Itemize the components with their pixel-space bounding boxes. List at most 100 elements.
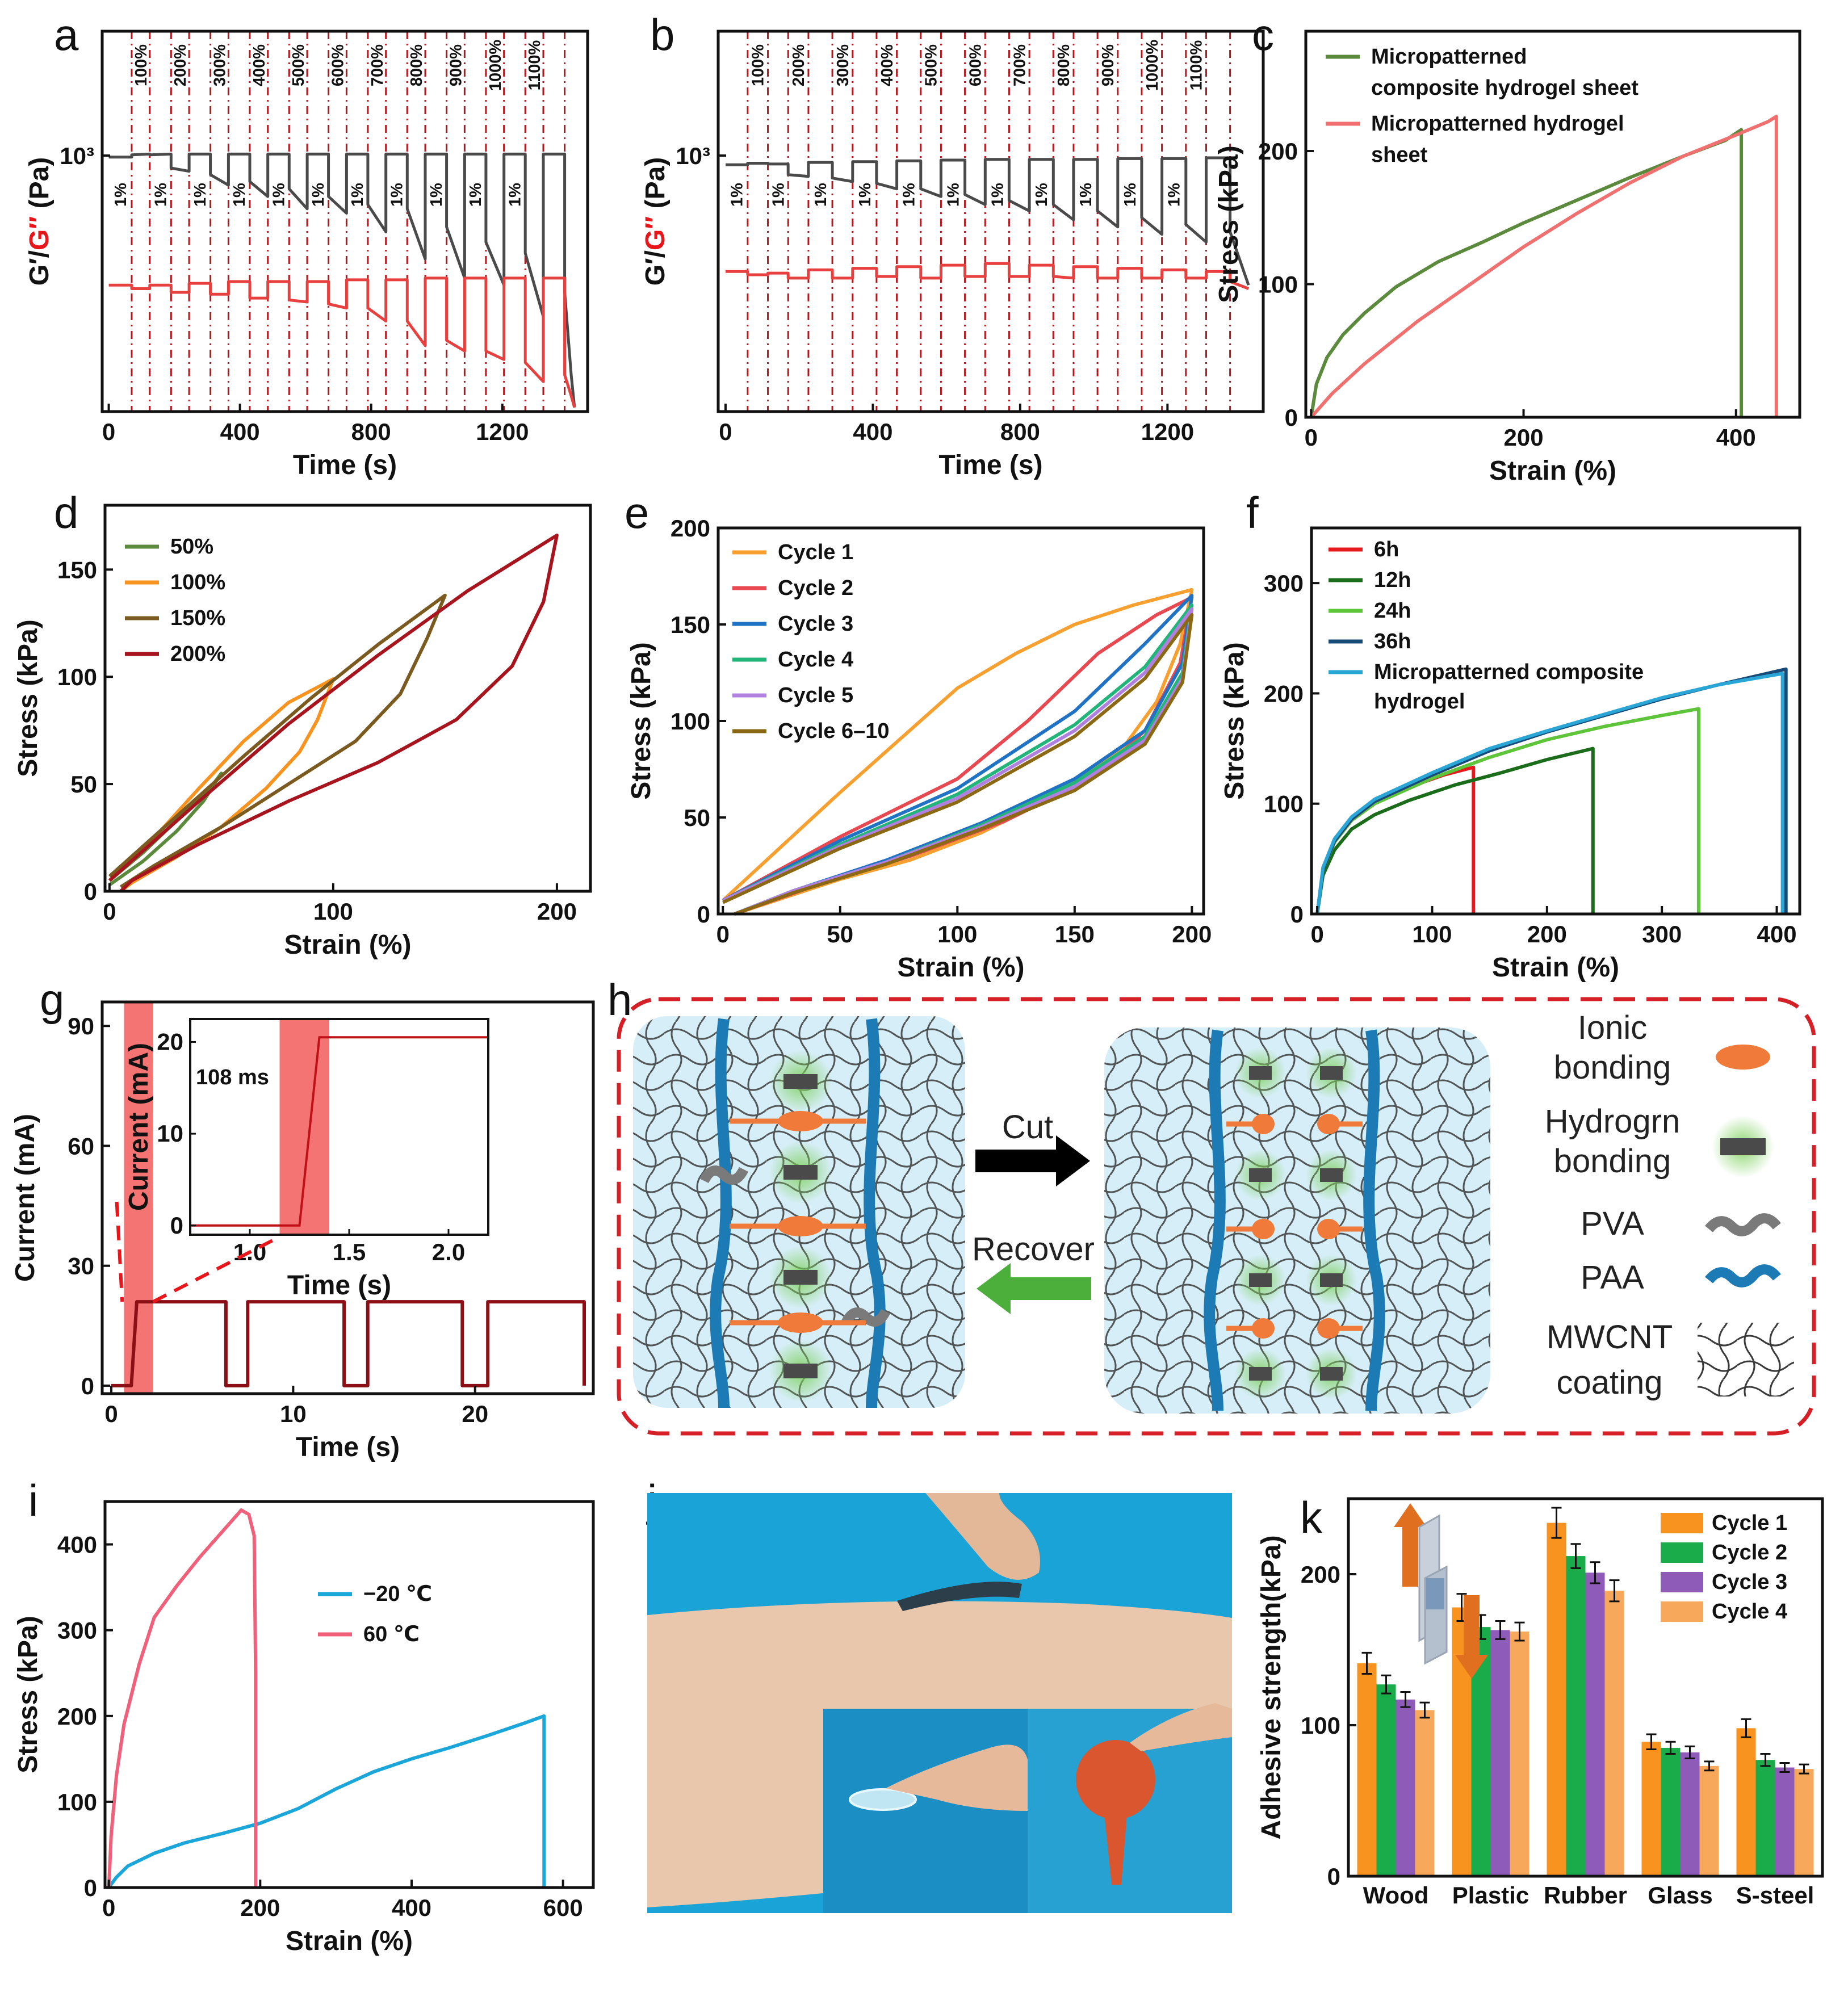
e-x-axis-label: Strain (%)	[897, 953, 1024, 983]
mwcnt-coating-icon	[1698, 1323, 1794, 1397]
k-bar	[1510, 1632, 1529, 1876]
f-x-tick-label: 200	[1527, 921, 1567, 947]
i-y-axis-label: Stress (kPa)	[13, 1616, 43, 1773]
k-bar	[1699, 1765, 1719, 1876]
pull-up-arrowhead-icon	[1394, 1503, 1427, 1527]
f-series-line	[1315, 747, 1595, 915]
f-y-tick-label: 200	[1264, 680, 1304, 707]
b-y-axis-label: G′/G″ (Pa)	[640, 157, 671, 286]
g-inset-highlight-band	[279, 1019, 329, 1235]
a-y-axis-label-part: (Pa)	[24, 157, 55, 216]
b-y-axis-label-part: (Pa)	[640, 157, 671, 216]
paa-chain-left-1	[710, 1018, 732, 1408]
k-legend-label: Cycle 3	[1712, 1570, 1787, 1594]
a-x-tick-label: 400	[220, 418, 260, 445]
k-bar	[1547, 1523, 1566, 1876]
i-x-axis-label: Strain (%)	[286, 1926, 413, 1956]
paa-icon	[1704, 1264, 1782, 1288]
k-bar	[1661, 1747, 1681, 1876]
k-error-bar	[1570, 1543, 1581, 1569]
mwcnt-mesh-right	[1104, 1028, 1490, 1414]
f-y-tick-label: 0	[1290, 901, 1304, 928]
adhered-sheet-icon	[897, 1582, 1022, 1611]
c-y-axis-label: Stress (kPa)	[1214, 145, 1244, 303]
broken-bonds-right	[1226, 1047, 1363, 1399]
legend-mwcnt-line1: MWCNT	[1547, 1319, 1673, 1356]
b-x-axis-label: Time (s)	[938, 450, 1042, 480]
i-y-tick-label: 100	[57, 1789, 97, 1815]
paa-chain-right-2	[1363, 1029, 1385, 1411]
b-strain-label-low: 1%	[856, 183, 874, 207]
c-series-line	[1310, 115, 1778, 418]
d-plot-frame	[103, 504, 592, 893]
a-strain-label-top: 700%	[368, 44, 387, 86]
e-x-tick-label: 200	[1172, 921, 1212, 947]
b-strain-label-top: 200%	[790, 44, 808, 86]
k-error-bar	[1361, 1651, 1372, 1675]
b-strain-label-low: 1%	[1121, 183, 1139, 207]
i-y-tick-label: 300	[57, 1617, 97, 1644]
e-legend-label: Cycle 1	[778, 540, 853, 564]
e-legend-label: Cycle 5	[778, 683, 853, 707]
f-y-tick-label: 100	[1264, 791, 1304, 817]
d-x-tick-label: 100	[313, 898, 353, 925]
f-x-tick-label: 300	[1642, 921, 1682, 947]
a-y-axis-label-part: G′/	[24, 250, 55, 286]
legend-ionic-line1: Ionic	[1578, 1009, 1648, 1046]
chart-i-temperature: 0 200 400 600 0 100 200 300 400 Strain (%) Stress …	[13, 1500, 595, 1956]
k-bar	[1415, 1710, 1435, 1876]
i-series-line	[107, 1508, 258, 1888]
k-y-tick-label: 0	[1327, 1863, 1340, 1890]
i-y-tick-label: 400	[57, 1532, 97, 1558]
pull-down-arrow-icon	[1464, 1595, 1480, 1658]
i-x-tick-label: 200	[240, 1894, 280, 1921]
k-error-bar	[1551, 1507, 1562, 1539]
e-y-tick-label: 150	[671, 611, 710, 638]
b-strain-label-low: 1%	[988, 183, 1007, 207]
k-bar	[1641, 1742, 1661, 1876]
legend-mwcnt-line2: coating	[1556, 1364, 1662, 1401]
a-strain-label-top: 800%	[408, 44, 426, 86]
d-y-tick-label: 150	[57, 556, 97, 583]
a-strain-label-top: 500%	[290, 44, 308, 86]
g-y-axis-label: Current (mA)	[10, 1114, 40, 1282]
paa-chain-left-2	[864, 1018, 886, 1408]
i-series-line	[107, 1714, 546, 1889]
k-bar	[1755, 1760, 1775, 1876]
c-x-axis-label: Strain (%)	[1489, 456, 1616, 486]
c-legend-label: sheet	[1371, 143, 1428, 167]
d-x-axis-label: Strain (%)	[284, 930, 411, 960]
d-legend-label: 150%	[170, 606, 225, 630]
g-inset-y-tick-label: 10	[157, 1120, 183, 1147]
k-bar	[1775, 1767, 1795, 1876]
e-legend-label: Cycle 2	[778, 576, 853, 600]
f-legend-label: Micropatterned composite	[1374, 660, 1644, 684]
a-strain-label-low: 1%	[506, 183, 524, 207]
pva-chain-left-2	[841, 1307, 891, 1327]
k-bar	[1376, 1684, 1396, 1876]
i-legend-label: 60 ℃	[363, 1622, 420, 1646]
b-series-line	[726, 156, 1250, 286]
a-y-axis-label-part: G″	[24, 216, 55, 250]
k-y-axis-label: Adhesive strength(kPa)	[1256, 1535, 1287, 1839]
chart-d-loading-unloading: 0 100 200 0 50 100 150 Strain (%) Stress (kPa) 50…	[13, 504, 592, 960]
c-y-tick-label: 100	[1258, 271, 1298, 298]
d-legend-label: 50%	[170, 535, 213, 559]
d-legend-label: 100%	[170, 571, 225, 594]
rubber-nozzle-icon	[1104, 1814, 1127, 1885]
g-inset-y-tick-label: 0	[170, 1212, 183, 1239]
f-legend-label: 6h	[1374, 538, 1399, 561]
c-x-tick-label: 400	[1716, 424, 1756, 451]
g-zoom-connector	[115, 1201, 279, 1303]
a-strain-label-low: 1%	[191, 183, 209, 207]
k-legend-label: Cycle 2	[1712, 1541, 1787, 1565]
b-series-line	[726, 262, 1249, 290]
g-inset-series-line	[190, 1036, 488, 1227]
a-strain-label-low: 1%	[467, 183, 485, 207]
a-y-tick-label: 10³	[60, 142, 94, 169]
f-x-tick-label: 0	[1310, 921, 1323, 947]
a-strain-label-low: 1%	[270, 183, 288, 207]
b-strain-label-top: 1100%	[1188, 40, 1206, 90]
paa-chain-right-1	[1204, 1029, 1226, 1411]
panel-label-h: h	[607, 975, 632, 1025]
